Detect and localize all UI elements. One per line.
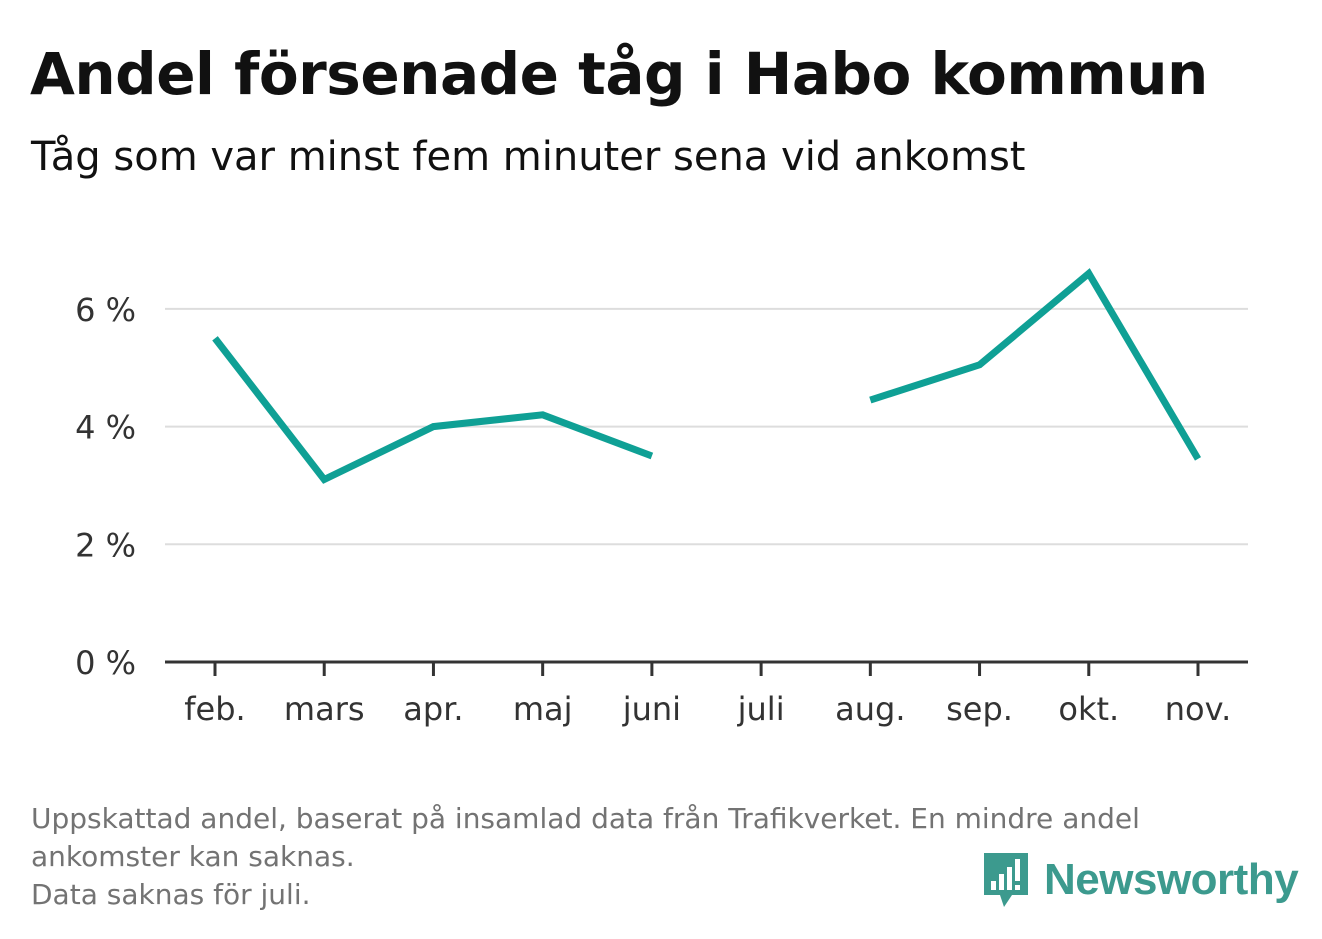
data-series — [212, 268, 1202, 484]
chart-subtitle: Tåg som var minst fem minuter sena vid a… — [31, 134, 1026, 180]
x-tick-label: okt. — [1058, 690, 1119, 728]
x-axis-tick-labels: feb. mars apr. maj juni juli aug. sep. okt. nov. — [184, 662, 1231, 728]
y-tick-label: 0 % — [75, 644, 136, 682]
y-tick-label: 2 % — [75, 526, 136, 564]
x-tick-label: juli — [737, 690, 785, 728]
x-tick-label: sep. — [946, 690, 1013, 728]
x-tick-label: mars — [284, 690, 365, 728]
brand-logo: Newsworthy — [980, 848, 1299, 912]
newsworthy-logo-icon — [984, 853, 1028, 907]
y-axis-tick-labels: 0 % 2 % 4 % 6 % — [75, 291, 136, 682]
brand-name: Newsworthy — [1044, 855, 1299, 904]
x-tick-label: apr. — [403, 690, 463, 728]
chart-title: Andel försenade tåg i Habo kommun — [30, 40, 1208, 108]
x-tick-label: nov. — [1165, 690, 1231, 728]
footnote-line-2: ankomster kan saknas. — [31, 840, 355, 873]
series-line-segment — [869, 268, 1202, 461]
x-tick-label: maj — [513, 690, 573, 728]
x-tick-label: juni — [622, 690, 681, 728]
y-tick-label: 6 % — [75, 291, 136, 329]
footnote-line-1: Uppskattad andel, baserat på insamlad da… — [31, 802, 1140, 835]
x-tick-label: aug. — [835, 690, 905, 728]
series-line-segment — [212, 336, 654, 484]
line-chart: 0 % 2 % 4 % 6 % feb. mars apr. maj juni juli aug.… — [75, 268, 1248, 728]
footnote-line-3: Data saknas för juli. — [31, 878, 311, 911]
y-tick-label: 4 % — [75, 409, 136, 447]
footnote: Uppskattad andel, baserat på insamlad da… — [31, 800, 1291, 914]
grid-lines — [165, 307, 1248, 546]
x-tick-label: feb. — [184, 690, 245, 728]
